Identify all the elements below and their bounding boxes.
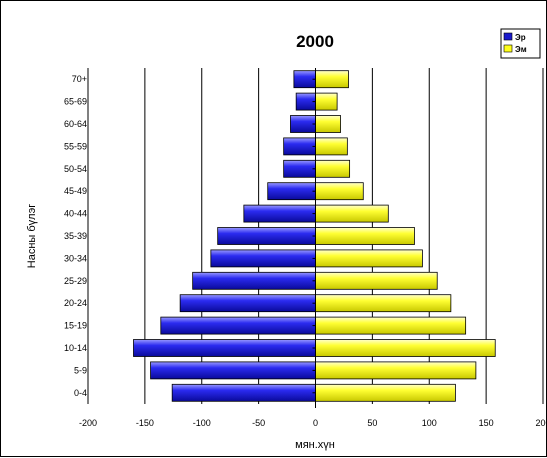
bar-er-14 <box>293 70 316 89</box>
x-tick-label-2: -100 <box>193 418 211 428</box>
y-tick-label-10: 50-54 <box>64 164 87 174</box>
bar-em-2 <box>315 339 496 357</box>
chart-title: 2000 <box>296 32 334 51</box>
x-tick-label-8: 200 <box>535 418 547 428</box>
bar-er-0 <box>171 383 316 402</box>
bar-er-7 <box>217 227 316 245</box>
bar-er-11 <box>283 137 316 156</box>
bar-em-3 <box>315 316 467 335</box>
legend-label-em: Эм <box>515 45 527 54</box>
bar-em-5 <box>315 271 438 290</box>
legend-swatch-em <box>503 44 513 53</box>
bar-er-6 <box>210 249 316 268</box>
legend-label-er: Эр <box>515 33 526 42</box>
y-tick-label-7: 35-39 <box>64 231 87 241</box>
bar-em-14 <box>315 70 349 89</box>
bar-em-9 <box>315 182 364 201</box>
x-tick-label-4: 0 <box>313 418 318 428</box>
bar-em-13 <box>315 92 338 111</box>
y-tick-label-1: 5-9 <box>74 365 87 375</box>
y-tick-label-4: 20-24 <box>64 298 87 308</box>
x-tick-label-0: -200 <box>79 418 97 428</box>
x-tick-label-5: 50 <box>367 418 377 428</box>
bars <box>133 70 496 402</box>
bar-er-12 <box>290 115 316 133</box>
y-tick-label-13: 65-69 <box>64 97 87 107</box>
legend-swatch-er <box>503 32 513 41</box>
bar-em-7 <box>315 227 415 245</box>
axes: 0-4 5-9 10-14 15-19 20-24 25-29 30-34 35-39 40-4… <box>64 68 547 428</box>
y-tick-label-6: 30-34 <box>64 253 87 263</box>
x-axis-label: мян.хүн <box>295 439 335 451</box>
y-tick-label-11: 55-59 <box>64 141 87 151</box>
bar-em-12 <box>315 115 341 133</box>
bar-er-3 <box>160 316 316 335</box>
y-tick-label-9: 45-49 <box>64 186 87 196</box>
bar-er-2 <box>133 339 316 357</box>
bar-em-11 <box>315 137 348 156</box>
y-tick-label-8: 40-44 <box>64 209 87 219</box>
y-tick-label-14: 70+ <box>72 74 87 84</box>
x-tick-label-3: -50 <box>252 418 265 428</box>
bar-er-9 <box>267 182 316 201</box>
bar-er-8 <box>243 204 316 223</box>
bar-em-0 <box>315 383 456 402</box>
y-tick-label-12: 60-64 <box>64 119 87 129</box>
y-axis-label: Насны бүлэг <box>26 204 38 268</box>
x-tick-label-1: -150 <box>136 418 154 428</box>
bar-em-4 <box>315 294 452 313</box>
y-tick-label-5: 25-29 <box>64 276 87 286</box>
bar-em-10 <box>315 159 351 178</box>
bar-em-6 <box>315 249 423 268</box>
x-tick-label-7: 150 <box>479 418 494 428</box>
y-tick-label-2: 10-14 <box>64 343 87 353</box>
bar-er-5 <box>192 271 316 290</box>
bar-er-1 <box>150 361 316 380</box>
bar-em-8 <box>315 204 389 223</box>
bar-er-4 <box>179 294 316 313</box>
bar-em-1 <box>315 361 477 380</box>
x-tick-label-6: 100 <box>422 418 437 428</box>
y-tick-label-3: 15-19 <box>64 321 87 331</box>
bar-er-10 <box>283 159 316 178</box>
legend: Эр Эм <box>500 28 541 59</box>
y-tick-label-0: 0-4 <box>74 388 87 398</box>
